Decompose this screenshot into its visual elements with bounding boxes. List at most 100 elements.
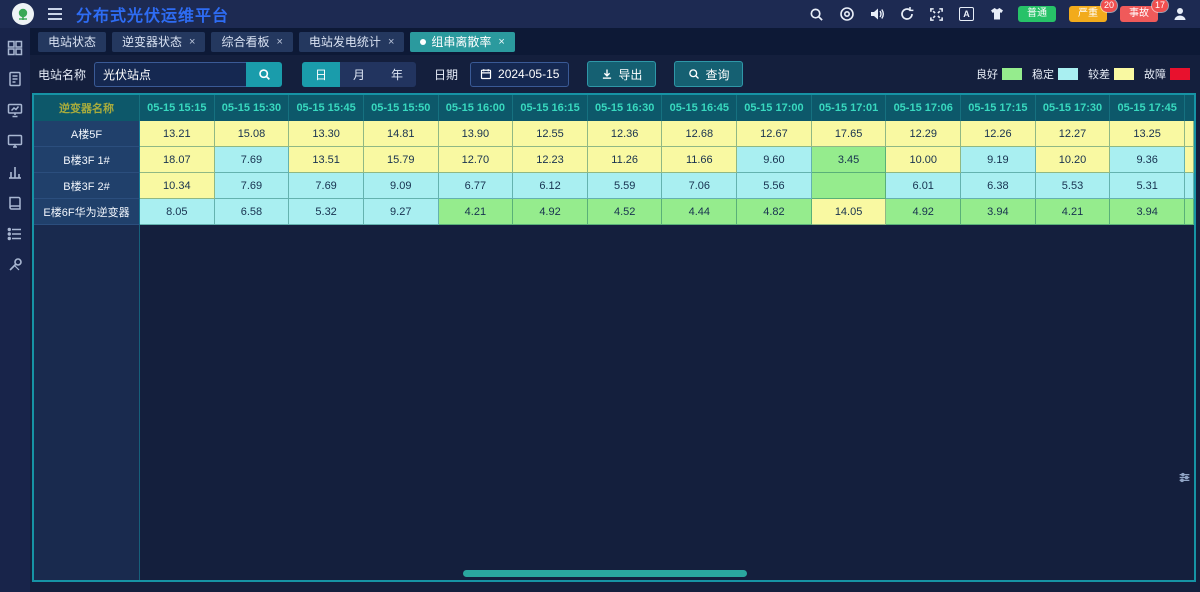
name-column-filler <box>34 225 140 580</box>
legend-swatch <box>1170 68 1190 80</box>
sidebar-item-list[interactable] <box>7 226 23 242</box>
data-cell: 12.67 <box>737 121 812 147</box>
sidebar-item-bar-chart[interactable] <box>7 164 23 180</box>
sidebar-item-dashboard[interactable] <box>7 40 23 56</box>
query-button[interactable]: 查询 <box>674 61 744 87</box>
date-label: 日期 <box>434 67 459 82</box>
filter-bar: 电站名称 日 月 年 日期 2024-05-15 导出 查询 良好 稳定 较差 故障 <box>30 55 1200 93</box>
sidebar-item-report[interactable] <box>7 71 23 87</box>
row-label: B楼3F 2# <box>34 173 140 199</box>
menu-toggle-icon[interactable] <box>48 8 62 20</box>
translate-icon[interactable]: A <box>958 6 975 23</box>
legend-label: 良好 <box>976 69 998 81</box>
legend-item: 较差 <box>1088 66 1134 82</box>
export-label: 导出 <box>618 67 643 82</box>
legend: 良好 稳定 较差 故障 <box>976 66 1192 82</box>
tab-2[interactable]: 逆变器状态 × <box>112 31 206 52</box>
tab-4[interactable]: 电站发电统计 × <box>298 31 405 52</box>
date-value: 2024-05-15 <box>498 67 560 81</box>
fullscreen-icon[interactable] <box>928 6 945 23</box>
theme-icon[interactable] <box>988 6 1005 23</box>
data-cell: 12.27 <box>1035 121 1111 147</box>
data-cell: 5.31 <box>1110 173 1185 199</box>
data-cell: 10.20 <box>1035 147 1111 173</box>
data-cell: 13.51 <box>289 147 364 173</box>
target-icon[interactable] <box>838 6 855 23</box>
table-header-row: 逆变器名称 05-15 15:15 05-15 15:30 05-15 15:45 05… <box>34 95 1194 121</box>
legend-item: 故障 <box>1144 66 1190 82</box>
search-icon[interactable] <box>808 6 825 23</box>
legend-item: 稳定 <box>1032 66 1078 82</box>
solar-logo-icon <box>18 8 28 20</box>
sidebar-item-tools[interactable] <box>7 257 23 273</box>
calendar-icon <box>480 69 492 80</box>
tab-3[interactable]: 综合看板 × <box>211 31 293 52</box>
column-header-time: 05-15 16:15 <box>513 95 588 121</box>
column-settings-icon[interactable] <box>1178 471 1191 489</box>
data-cell: 10.34 <box>140 173 215 199</box>
period-year-button[interactable]: 年 <box>378 62 416 87</box>
period-month-button[interactable]: 月 <box>340 62 378 87</box>
tab-close-icon[interactable]: × <box>276 35 283 48</box>
alarm-badge-label: 严重 <box>1078 8 1098 19</box>
data-cell: 6.77 <box>438 173 514 199</box>
tab-close-icon[interactable]: × <box>498 35 505 48</box>
alarm-badge-accident[interactable]: 事故 17 <box>1120 0 1168 22</box>
column-header-name: 逆变器名称 <box>34 95 140 121</box>
data-cell: 14.81 <box>363 121 439 147</box>
alarm-badge-severe[interactable]: 严重 20 <box>1069 0 1117 22</box>
column-header-time: 05-15 15:30 <box>215 95 290 121</box>
legend-swatch <box>1114 68 1134 80</box>
tab-1[interactable]: 电站状态 <box>38 31 107 52</box>
user-icon[interactable] <box>1171 6 1188 23</box>
legend-label: 故障 <box>1144 69 1166 81</box>
data-cell: 9.27 <box>363 199 439 225</box>
column-header-time: 05-15 17:00 <box>737 95 812 121</box>
data-cell: 7.06 <box>662 173 738 199</box>
search-icon <box>258 68 270 80</box>
volume-icon[interactable] <box>868 6 885 23</box>
data-cell: 12.26 <box>961 121 1036 147</box>
data-cell: 5.53 <box>1035 173 1111 199</box>
tab-5[interactable]: 组串离散率 × <box>410 31 515 52</box>
data-cell: 6.58 <box>214 199 290 225</box>
active-tab-dot-icon <box>420 38 427 45</box>
sidebar-item-book[interactable] <box>7 195 23 211</box>
data-cell: 13.90 <box>438 121 514 147</box>
data-cell: 12.68 <box>662 121 738 147</box>
data-cell: 7.69 <box>214 147 290 173</box>
alarm-badge-normal[interactable]: 普通 <box>1018 6 1056 22</box>
overflow-cell <box>1184 147 1194 173</box>
data-cell: 6.12 <box>513 173 588 199</box>
date-picker[interactable]: 2024-05-15 <box>470 61 570 87</box>
data-cell: 10.00 <box>886 147 962 173</box>
sidebar-item-presentation[interactable] <box>7 102 23 118</box>
column-header-time: 05-15 16:45 <box>662 95 738 121</box>
data-cell: 12.70 <box>438 147 514 173</box>
data-cell: 4.52 <box>587 199 663 225</box>
data-cell: 4.92 <box>513 199 588 225</box>
refresh-icon[interactable] <box>898 6 915 23</box>
row-label: A楼5F <box>34 121 140 147</box>
station-name-input[interactable] <box>94 61 247 87</box>
data-cell: 3.94 <box>961 199 1036 225</box>
tab-close-icon[interactable]: × <box>189 35 196 48</box>
data-cell: 9.60 <box>737 147 812 173</box>
column-header-time: 05-15 17:15 <box>961 95 1036 121</box>
column-header-time: 05-15 17:06 <box>886 95 962 121</box>
data-cell: 12.29 <box>886 121 962 147</box>
period-day-button[interactable]: 日 <box>302 61 341 87</box>
horizontal-scrollbar-thumb[interactable] <box>463 570 748 577</box>
data-cell: 6.38 <box>961 173 1036 199</box>
data-cell: 12.36 <box>587 121 663 147</box>
sidebar-item-monitor[interactable] <box>7 133 23 149</box>
data-cell: 5.56 <box>737 173 812 199</box>
tab-close-icon[interactable]: × <box>387 35 395 48</box>
table-row: E楼6F华为逆变器 8.05 6.58 5.32 9.27 4.21 4.92 4.52 4.4… <box>34 199 1194 225</box>
station-search-button[interactable] <box>246 61 283 87</box>
table-filler <box>140 225 1194 580</box>
tab-label: 综合看板 <box>221 35 270 49</box>
data-cell: 14.05 <box>811 199 887 225</box>
export-button[interactable]: 导出 <box>587 61 657 87</box>
data-cell: 15.08 <box>214 121 290 147</box>
